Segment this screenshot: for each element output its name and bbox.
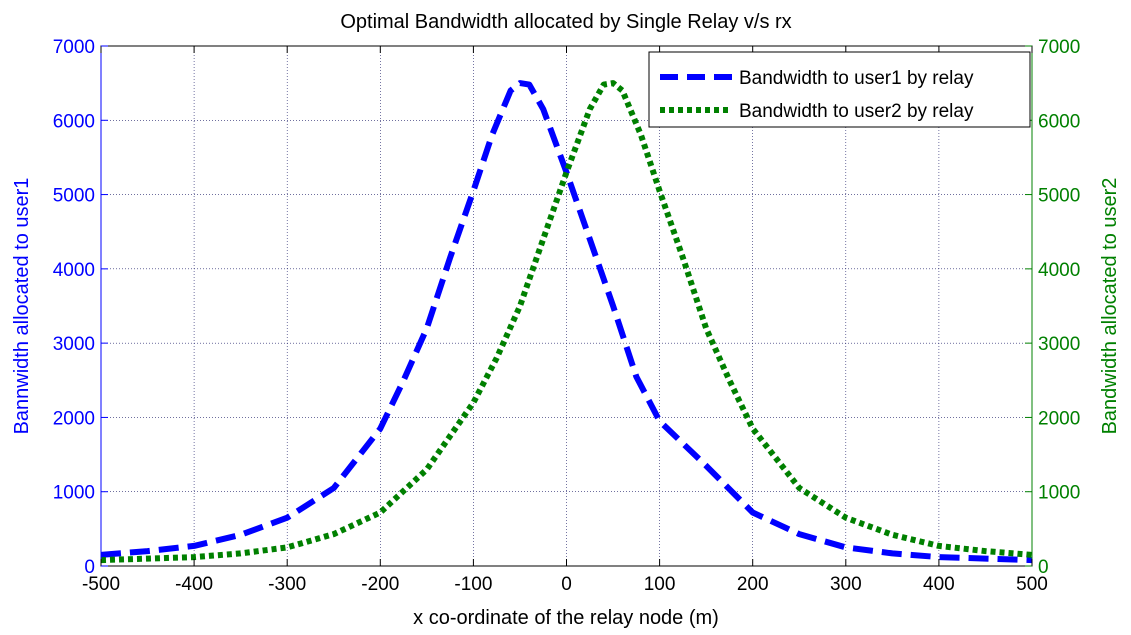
left-y-tick-label: 0	[84, 557, 95, 578]
x-tick-label: -400	[175, 574, 213, 595]
legend-box	[648, 51, 1031, 128]
left-y-tick-label: 7000	[53, 37, 95, 58]
x-tick-label: 200	[737, 574, 769, 595]
x-tick-label: -200	[361, 574, 399, 595]
right-y-tick-label: 7000	[1038, 37, 1080, 58]
right-y-tick-label: 3000	[1038, 334, 1080, 355]
left-y-axis-ticks: 0 1000 2000 3000 4000 5000 6000 7000	[53, 37, 108, 578]
right-y-tick-label: 0	[1038, 557, 1049, 578]
right-y-tick-label: 6000	[1038, 111, 1080, 132]
left-y-tick-label: 6000	[53, 111, 95, 132]
x-tick-label: 100	[644, 574, 676, 595]
chart-title: Optimal Bandwidth allocated by Single Re…	[340, 11, 791, 33]
right-y-tick-label: 1000	[1038, 483, 1080, 504]
x-tick-label: 400	[923, 574, 955, 595]
legend-label-user1: Bandwidth to user1 by relay	[739, 68, 974, 89]
x-tick-label: -100	[454, 574, 492, 595]
x-tick-label: -300	[268, 574, 306, 595]
grid	[101, 46, 1032, 566]
x-tick-label: 300	[830, 574, 862, 595]
left-y-tick-label: 5000	[53, 186, 95, 207]
legend-label-user2: Bandwidth to user2 by relay	[739, 101, 974, 122]
left-y-tick-label: 1000	[53, 483, 95, 504]
plot-background	[101, 46, 1032, 566]
right-y-tick-label: 4000	[1038, 260, 1080, 281]
left-y-tick-label: 2000	[53, 408, 95, 429]
right-y-tick-label: 2000	[1038, 408, 1080, 429]
left-y-tick-label: 3000	[53, 334, 95, 355]
right-y-axis-title: Bandwidth allocated to user2	[1099, 178, 1121, 435]
series-line-1	[100, 80, 1033, 564]
x-tick-label: 500	[1016, 574, 1048, 595]
x-tick-label: -500	[82, 574, 120, 595]
x-tick-label: 0	[561, 574, 572, 595]
series-line-2	[100, 80, 1033, 564]
x-axis-title: x co-ordinate of the relay node (m)	[413, 607, 719, 629]
right-y-tick-label: 5000	[1038, 186, 1080, 207]
series-layer	[100, 80, 1033, 564]
legend: Bandwidth to user1 by relay Bandwidth to…	[648, 51, 1031, 128]
x-axis-ticks: -500 -400 -300 -200 -100 0 100 200 300 400 500	[82, 46, 1048, 595]
right-y-axis-ticks: 0 1000 2000 3000 4000 5000 6000 7000	[1025, 37, 1080, 578]
left-y-axis-title: Bannwidth allocated to user1	[11, 178, 33, 435]
left-y-tick-label: 4000	[53, 260, 95, 281]
